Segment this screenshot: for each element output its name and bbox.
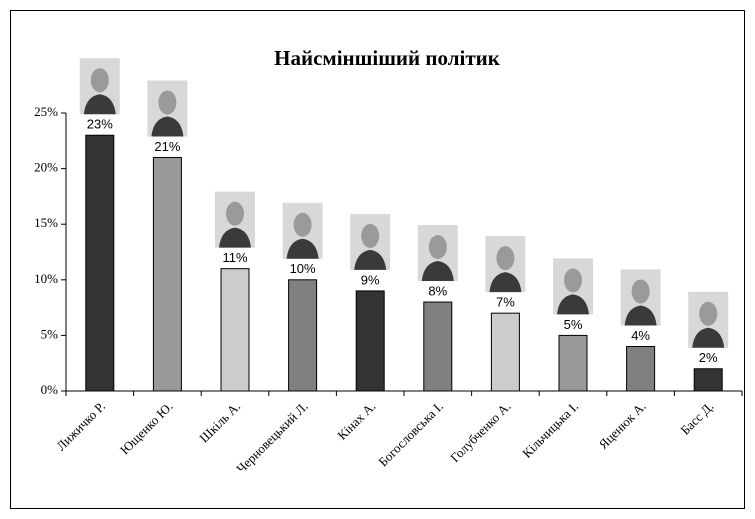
photo xyxy=(553,258,593,314)
value-label: 7% xyxy=(496,295,515,310)
value-label: 5% xyxy=(564,317,583,332)
value-label: 9% xyxy=(361,272,380,287)
value-label: 4% xyxy=(631,328,650,343)
bar xyxy=(221,269,249,391)
bar xyxy=(289,280,317,391)
bar xyxy=(627,347,655,391)
photo xyxy=(688,292,728,348)
photo xyxy=(485,236,525,292)
bar xyxy=(694,369,722,391)
photo xyxy=(418,225,458,281)
photo xyxy=(283,203,323,259)
value-label: 21% xyxy=(154,139,180,154)
bar xyxy=(86,135,114,391)
photo xyxy=(215,192,255,248)
y-tick-label: 20% xyxy=(34,160,58,175)
bar xyxy=(559,335,587,391)
y-tick-label: 25% xyxy=(34,104,58,119)
value-label: 23% xyxy=(87,117,113,132)
value-label: 10% xyxy=(290,261,316,276)
value-label: 8% xyxy=(428,283,447,298)
value-label: 2% xyxy=(699,350,718,365)
y-tick-label: 10% xyxy=(34,271,58,286)
y-tick-label: 5% xyxy=(41,326,59,341)
y-tick-label: 15% xyxy=(34,215,58,230)
y-tick-label: 0% xyxy=(41,382,59,397)
photo xyxy=(80,58,120,114)
bar xyxy=(356,291,384,391)
value-label: 11% xyxy=(222,250,247,265)
bar xyxy=(153,157,181,391)
photo xyxy=(350,214,390,270)
photo xyxy=(147,80,187,136)
bar xyxy=(424,302,452,391)
chart: Найсміншіший політик 0% 5% 10% 15% 20% 25% 23%… xyxy=(0,0,755,519)
bar xyxy=(491,313,519,391)
chart-title: Найсміншіший політик xyxy=(274,46,501,70)
photo xyxy=(621,270,661,326)
